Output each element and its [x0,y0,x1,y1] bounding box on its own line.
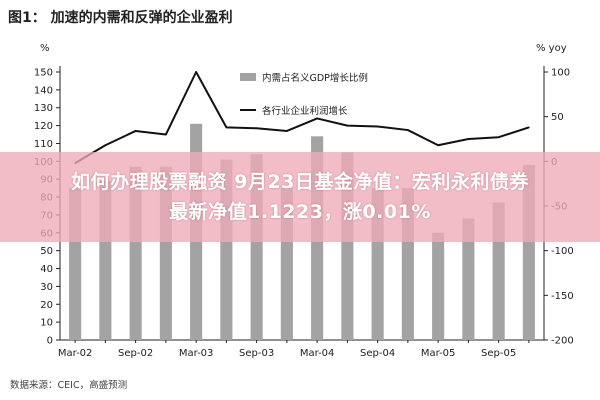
line-point [104,144,107,147]
left-axis-tick-label: 30 [40,282,53,293]
legend-label-bars: 内需占名义GDP增长比例 [262,72,368,84]
line-point [497,136,500,139]
left-axis-tick-label: 110 [34,139,53,150]
line-point [407,129,409,131]
left-axis-unit: % [40,43,50,54]
left-axis-tick-label: 130 [34,103,53,114]
banner-line-2: 最新净值1.1223，涨0.01% [169,201,431,223]
x-axis-tick-label: Sep-03 [239,348,274,359]
line-point [255,127,258,130]
chart-title: 图1： 加速的内需和反弹的企业盈利 [8,9,233,26]
x-axis-tick-label: Sep-04 [360,348,395,359]
left-axis-tick-label: 50 [40,246,53,257]
left-axis-tick-label: 10 [40,318,53,329]
right-axis-tick-label: -200 [551,336,574,347]
line-point [225,126,228,129]
left-axis-tick-label: 120 [34,121,53,132]
bar [432,232,445,340]
right-axis-tick-label: 100 [551,68,570,79]
legend-swatch-bars [240,73,256,81]
line-point [346,124,349,127]
line-point [286,130,288,132]
x-axis-tick-label: Sep-05 [481,348,516,359]
left-axis-tick-label: 150 [34,68,53,79]
left-axis-tick-label: 140 [34,85,53,96]
line-point [376,125,379,128]
x-axis-tick-label: Mar-03 [179,348,214,359]
left-axis-tick-label: 0 [47,336,53,347]
legend-label-line: 各行业企业利润增长 [262,105,348,117]
overlay-banner: 如何办理股票融资 9月23日基金净值：宏利永利债券 最新净值1.1223，涨0.… [0,152,600,242]
line-point [195,71,197,73]
source-note: 数据来源：CEIC，高盛预测 [10,379,127,391]
x-axis-tick-label: Mar-05 [421,348,456,359]
line-point [528,126,530,129]
banner-line-1: 如何办理股票融资 9月23日基金净值：宏利永利债券 [71,171,529,193]
x-axis-tick-label: Mar-04 [300,348,335,359]
right-axis-tick-label: 50 [551,112,564,123]
right-axis-tick-label: -150 [551,291,574,302]
series-line [74,71,530,164]
x-axis-tick-label: Sep-02 [118,348,153,359]
right-axis-tick-label: -100 [551,246,574,257]
line-point [316,117,318,120]
line-point [467,138,470,140]
bar [462,218,475,340]
legend: 内需占名义GDP增长比例 各行业企业利润增长 [240,72,368,117]
x-axis-tick-label: Mar-02 [58,348,93,359]
right-axis-unit: % yoy [536,43,567,54]
line-point [134,130,137,132]
line-point [437,144,439,147]
line-point [165,133,167,136]
line-series [74,71,530,164]
left-axis-tick-label: 40 [40,264,53,275]
left-axis-tick-label: 20 [40,300,53,311]
